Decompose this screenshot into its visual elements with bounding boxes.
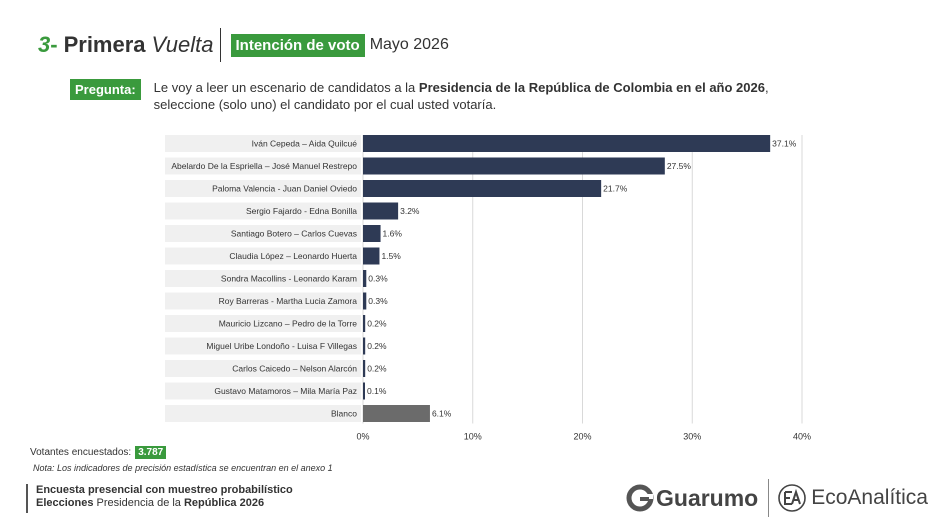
question-text-bold: Presidencia de la República de Colombia … (418, 80, 765, 95)
ea-monogram-icon (778, 484, 807, 512)
category-label-background (165, 405, 361, 422)
bar (363, 405, 430, 422)
category-label-background (165, 337, 361, 355)
category-label: Mauricio Lizcano – Pedro de la Torre (219, 319, 358, 329)
bar-value-label: 3.2% (400, 206, 420, 216)
bar (363, 247, 380, 265)
logo-divider (768, 479, 770, 517)
category-label-background (165, 180, 361, 197)
bar-value-label: 0.3% (368, 274, 388, 284)
bar-value-label: 27.5% (667, 161, 692, 171)
sample-size-value: 3.787 (135, 446, 167, 459)
title-part-1: Primera (63, 32, 146, 57)
sample-size-label: Votantes encuestados: (30, 447, 132, 458)
category-label-background (165, 360, 361, 377)
section-separator: - (50, 32, 58, 57)
bar (363, 135, 771, 152)
category-label: Sondra Macollins - Leonardo Karam (221, 274, 357, 284)
bar-value-label: 0.3% (368, 296, 388, 306)
footer-line-2-bold-a: Elecciones (36, 497, 94, 509)
bar (363, 225, 381, 242)
bar-value-label: 0.1% (367, 386, 387, 396)
x-tick-label: 30% (683, 432, 701, 441)
slide-header: 3 - Primera Vuelta Intención de voto May… (38, 28, 449, 62)
category-label: Abelardo De la Espriella – José Manuel R… (171, 161, 357, 171)
category-label: Miguel Uribe Londoño - Luisa F Villegas (206, 341, 357, 351)
partner-logos: Guarumo EcoAnalítica (626, 478, 928, 518)
footer-methodology: Encuesta presencial con muestreo probabi… (26, 484, 293, 513)
x-tick-label: 10% (464, 432, 482, 441)
bar-value-label: 37.1% (772, 139, 797, 149)
bar-value-label: 0.2% (367, 341, 387, 351)
bar-value-label: 0.2% (367, 319, 387, 329)
category-label: Santiago Botero – Carlos Cuevas (231, 229, 357, 239)
category-label-background (165, 225, 361, 242)
title-part-2: Vuelta (151, 32, 214, 57)
category-label: Blanco (331, 409, 357, 419)
guarumo-logo: Guarumo (626, 484, 758, 512)
question-label: Pregunta: (70, 79, 141, 100)
category-label-background (165, 270, 361, 287)
topic-badge: Intención de voto (230, 33, 365, 57)
category-label: Gustavo Matamoros – Mila María Paz (214, 386, 357, 396)
bar-value-label: 21.7% (603, 184, 628, 194)
footer-line-2: Elecciones Presidencia de la República 2… (36, 497, 293, 510)
x-tick-label: 0% (356, 432, 369, 441)
question-text-after: , seleccione (solo uno) el candidato por… (153, 80, 769, 112)
footer-line-2-bold-b: República 2026 (183, 497, 265, 509)
ecoanalitica-wordmark: EcoAnalítica (811, 486, 928, 509)
category-label-background (165, 135, 361, 152)
question-block: Pregunta: Le voy a leer un escenario de … (70, 79, 794, 113)
header-divider (219, 28, 221, 62)
vote-intention-bar-chart: Iván Cepeda – Aida Quilcué Abelardo De la… (165, 135, 811, 441)
question-text-before: Le voy a leer un escenario de candidatos… (153, 80, 419, 95)
chart-grid (362, 135, 803, 424)
category-label: Carlos Caicedo – Nelson Alarcón (232, 364, 357, 374)
category-label-background (165, 382, 361, 400)
category-label: Roy Barreras - Martha Lucia Zamora (219, 296, 358, 306)
bar (363, 270, 367, 287)
precision-note: Nota: Los indicadores de precisión estad… (33, 463, 333, 473)
category-label-background (165, 247, 361, 265)
footer-line-2-plain: Presidencia de la (93, 497, 184, 509)
bar (363, 202, 399, 220)
value-labels: 37.1% 27.5% 21.7% 3.2% 1.6% 1.5% 0.3% 0.3% 0.2% 0… (367, 139, 797, 419)
category-label-background (165, 157, 361, 175)
g-swirl-icon (626, 484, 654, 512)
bar-value-label: 0.2% (367, 364, 387, 374)
chart-bars (363, 135, 771, 422)
bar (363, 180, 602, 197)
category-label-background (165, 292, 361, 310)
category-label: Sergio Fajardo - Edna Bonilla (246, 206, 357, 216)
sample-size: Votantes encuestados: 3.787 (30, 446, 167, 459)
bar (363, 292, 367, 310)
category-label: Claudia López – Leonardo Huerta (229, 251, 357, 261)
bar (363, 360, 366, 377)
bar-value-label: 1.5% (381, 251, 401, 261)
bar (363, 337, 366, 355)
bar (363, 315, 366, 332)
category-label: Iván Cepeda – Aida Quilcué (252, 139, 358, 149)
category-labels: Iván Cepeda – Aida Quilcué Abelardo De la… (165, 135, 361, 422)
category-label-background (165, 315, 361, 332)
x-axis-ticks: 0% 10% 20% 30% 40% (356, 432, 811, 441)
bar-value-label: 6.1% (432, 409, 452, 419)
bar-value-label: 1.6% (383, 229, 403, 239)
ecoanalitica-logo: EcoAnalítica (777, 483, 928, 513)
guarumo-wordmark: Guarumo (656, 484, 759, 511)
bar (363, 382, 365, 400)
category-label: Paloma Valencia - Juan Daniel Oviedo (212, 184, 357, 194)
question-text: Le voy a leer un escenario de candidatos… (154, 79, 794, 113)
x-tick-label: 20% (573, 432, 591, 441)
section-number: 3 (38, 32, 51, 57)
x-tick-label: 40% (793, 432, 811, 441)
survey-date: Mayo 2026 (369, 36, 449, 53)
category-label-background (165, 202, 361, 220)
bar (363, 157, 665, 175)
footer-line-1: Encuesta presencial con muestreo probabi… (36, 484, 293, 496)
